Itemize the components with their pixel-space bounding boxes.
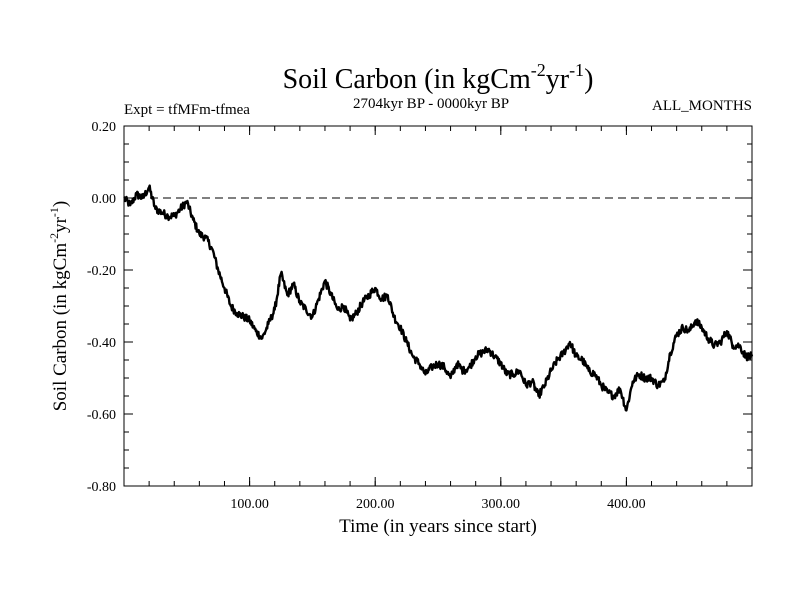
soil-carbon-series-line xyxy=(123,184,754,412)
y-tick-label: -0.20 xyxy=(87,264,116,279)
x-tick-label: 200.00 xyxy=(356,497,395,512)
subtitle-right: ALL_MONTHS xyxy=(652,98,752,114)
y-axis-label: Soil Carbon (in kgCm-2yr-1) xyxy=(47,201,71,412)
x-tick-label: 100.00 xyxy=(230,497,269,512)
y-tick-label: 0.20 xyxy=(92,120,117,135)
chart-title-sup2: -1 xyxy=(569,60,584,80)
chart-title-sup1: -2 xyxy=(531,60,546,80)
y-axis-label-main: Soil Carbon (in kgCm xyxy=(50,243,71,412)
chart-title: Soil Carbon (in kgCm-2yr-1) xyxy=(283,60,594,95)
y-tick-label: -0.40 xyxy=(87,336,116,351)
subtitle-center: 2704kyr BP - 0000kyr BP xyxy=(353,96,509,112)
y-axis-label-mid: yr xyxy=(50,216,71,233)
y-axis-label-sup1: -2 xyxy=(47,233,61,243)
y-axis-label-end: ) xyxy=(50,201,71,207)
y-tick-label: 0.00 xyxy=(92,192,117,207)
plot-frame xyxy=(123,125,753,487)
y-tick-label: -0.60 xyxy=(87,408,116,423)
y-axis-ticks: 0.20 0.00 -0.20 -0.40 -0.60 -0.80 xyxy=(87,120,752,495)
y-axis-label-sup2: -1 xyxy=(47,207,61,217)
x-tick-label: 400.00 xyxy=(607,497,646,512)
y-tick-label: -0.80 xyxy=(87,480,116,495)
x-tick-label: 300.00 xyxy=(482,497,521,512)
chart-title-main: Soil Carbon (in kgCm xyxy=(283,64,531,95)
x-axis-ticks: 100.00 200.00 300.00 400.00 xyxy=(148,126,728,512)
chart-title-mid: yr xyxy=(546,64,570,95)
subtitle-left: Expt = tfMFm-tfmea xyxy=(124,102,250,118)
chart-title-end: ) xyxy=(584,64,593,95)
x-axis-label: Time (in years since start) xyxy=(339,516,537,537)
